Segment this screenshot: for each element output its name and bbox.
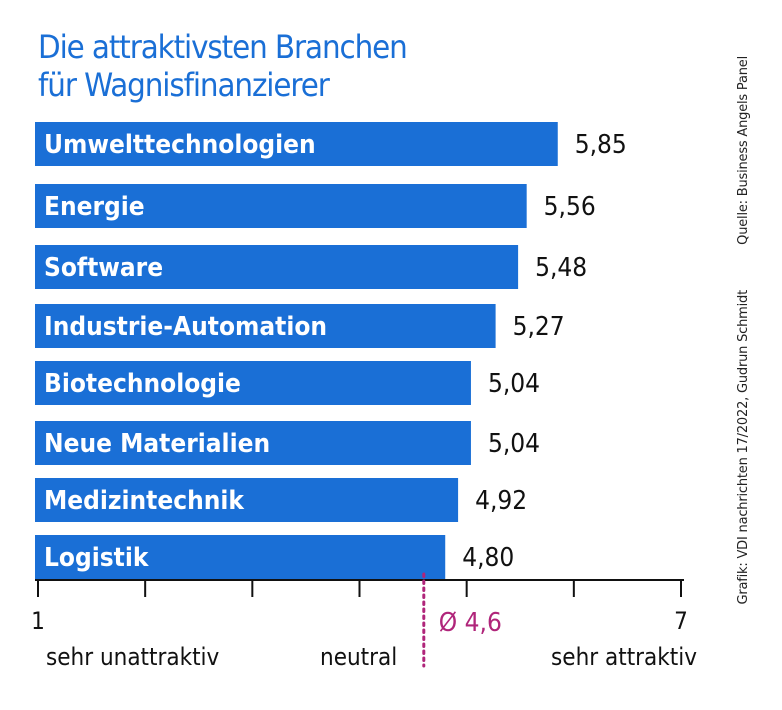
bar-value-label: 5,27 <box>513 312 565 342</box>
bar <box>35 535 446 579</box>
scale-label-low: sehr unattraktiv <box>46 643 220 671</box>
bar-category-label: Energie <box>44 192 145 222</box>
graphic-credit: Grafik: VDI nachrichten 17/2022, Gudrun … <box>736 290 751 605</box>
bar <box>35 421 471 465</box>
x-tick-label-max: 7 <box>674 607 688 635</box>
scale-label-high: sehr attraktiv <box>551 643 697 671</box>
bar <box>35 304 496 348</box>
bar-value-label: 5,56 <box>544 192 596 222</box>
bar <box>35 478 459 522</box>
title-line-1: Die attraktivsten Branchen <box>38 28 408 66</box>
title-line-2: für Wagnisfinanzierer <box>38 66 330 104</box>
bar-value-label: 5,04 <box>488 369 540 399</box>
bar-value-label: 5,85 <box>575 130 627 160</box>
bar-category-label: Software <box>44 253 163 283</box>
bar-value-label: 5,04 <box>488 429 540 459</box>
chart-title: Die attraktivsten Branchen für Wagnisfin… <box>38 28 553 104</box>
bar-value-label: 4,92 <box>475 486 527 516</box>
bar-category-label: Logistik <box>44 543 150 573</box>
bar <box>35 361 471 405</box>
bar-value-label: 4,80 <box>462 543 514 573</box>
bar-category-label: Neue Materialien <box>44 429 270 459</box>
bar-category-label: Medizintechnik <box>44 486 245 516</box>
bar-value-label: 5,48 <box>535 253 587 283</box>
average-label: Ø 4,6 <box>439 608 502 638</box>
x-tick-label-min: 1 <box>31 607 45 635</box>
bar-category-label: Industrie-Automation <box>44 312 327 342</box>
bar <box>35 245 519 289</box>
scale-label-neutral: neutral <box>320 643 397 671</box>
bar <box>35 122 558 166</box>
source-note: Quelle: Business Angels Panel <box>736 56 751 245</box>
bar-category-label: Biotechnologie <box>44 369 241 399</box>
bar <box>35 184 527 228</box>
bar-category-label: Umwelttechnologien <box>44 130 316 160</box>
